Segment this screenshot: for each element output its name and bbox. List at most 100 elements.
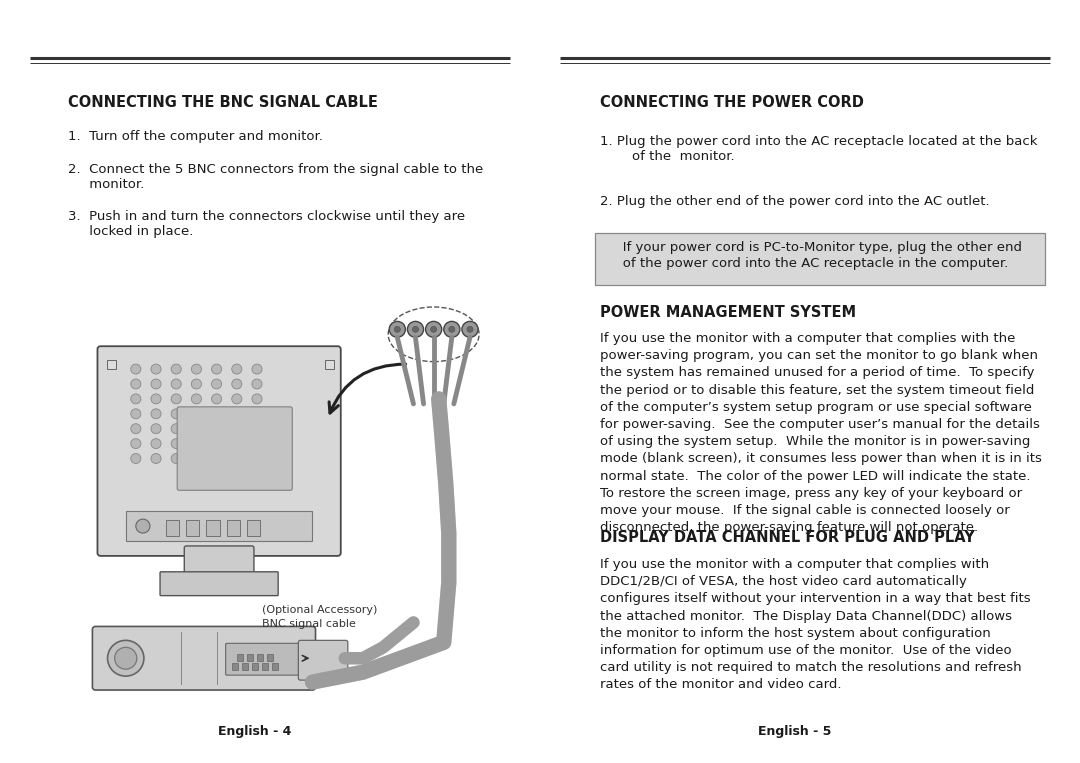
Text: 2. Plug the other end of the power cord into the AC outlet.: 2. Plug the other end of the power cord … [600, 195, 989, 208]
Circle shape [212, 423, 221, 433]
Circle shape [131, 394, 140, 404]
Circle shape [449, 327, 455, 333]
Circle shape [191, 439, 202, 449]
Circle shape [171, 409, 181, 419]
Bar [262, 663, 268, 670]
Text: POWER MANAGEMENT SYSTEM: POWER MANAGEMENT SYSTEM [600, 305, 856, 320]
Circle shape [114, 647, 137, 669]
Circle shape [191, 364, 202, 374]
Circle shape [136, 519, 150, 533]
Circle shape [252, 379, 262, 389]
Circle shape [171, 423, 181, 433]
Circle shape [151, 439, 161, 449]
Circle shape [252, 453, 262, 463]
Text: monitor.: monitor. [68, 178, 145, 191]
Circle shape [252, 439, 262, 449]
FancyBboxPatch shape [226, 643, 303, 675]
Circle shape [407, 321, 423, 337]
Text: 1. Plug the power cord into the AC receptacle located at the back: 1. Plug the power cord into the AC recep… [600, 135, 1038, 148]
Circle shape [131, 439, 140, 449]
Circle shape [191, 394, 202, 404]
FancyBboxPatch shape [97, 346, 341, 556]
Circle shape [232, 439, 242, 449]
FancyBboxPatch shape [93, 626, 315, 690]
Bar [325, 360, 334, 369]
Circle shape [131, 364, 140, 374]
Circle shape [171, 453, 181, 463]
Circle shape [171, 379, 181, 389]
Bar [267, 654, 273, 662]
FancyBboxPatch shape [177, 407, 293, 491]
Circle shape [212, 453, 221, 463]
Bar [257, 654, 264, 662]
Bar [107, 360, 116, 369]
Circle shape [191, 423, 202, 433]
Text: CONNECTING THE POWER CORD: CONNECTING THE POWER CORD [600, 95, 864, 110]
Circle shape [413, 327, 419, 333]
Text: 3.  Push in and turn the connectors clockwise until they are: 3. Push in and turn the connectors clock… [68, 210, 465, 223]
Circle shape [232, 394, 242, 404]
Text: CONNECTING THE BNC SIGNAL CABLE: CONNECTING THE BNC SIGNAL CABLE [68, 95, 378, 110]
Circle shape [212, 364, 221, 374]
Circle shape [212, 394, 221, 404]
Circle shape [467, 327, 473, 333]
Circle shape [171, 394, 181, 404]
Text: locked in place.: locked in place. [68, 225, 193, 238]
Circle shape [232, 453, 242, 463]
Bar [237, 654, 243, 662]
Circle shape [131, 423, 140, 433]
Circle shape [151, 423, 161, 433]
FancyBboxPatch shape [185, 546, 254, 580]
Circle shape [151, 453, 161, 463]
Circle shape [252, 364, 262, 374]
Text: (Optional Accessory): (Optional Accessory) [262, 604, 377, 614]
Circle shape [191, 379, 202, 389]
FancyArrowPatch shape [302, 655, 308, 661]
Circle shape [389, 321, 405, 337]
Bar [187, 520, 200, 536]
Circle shape [151, 379, 161, 389]
FancyBboxPatch shape [160, 571, 279, 596]
Text: If your power cord is PC-to-Monitor type, plug the other end: If your power cord is PC-to-Monitor type… [610, 241, 1022, 254]
Circle shape [212, 409, 221, 419]
Circle shape [444, 321, 460, 337]
Circle shape [171, 364, 181, 374]
FancyArrowPatch shape [329, 364, 406, 413]
Bar [166, 520, 179, 536]
Circle shape [171, 439, 181, 449]
Text: If you use the monitor with a computer that complies with
DDC1/2B/CI of VESA, th: If you use the monitor with a computer t… [600, 558, 1030, 691]
Circle shape [131, 379, 140, 389]
Circle shape [252, 394, 262, 404]
Text: of the power cord into the AC receptacle in the computer.: of the power cord into the AC receptacle… [610, 257, 1009, 270]
Circle shape [191, 409, 202, 419]
Circle shape [232, 409, 242, 419]
Bar [206, 520, 219, 536]
Circle shape [191, 453, 202, 463]
Text: English - 5: English - 5 [758, 725, 832, 738]
Circle shape [232, 423, 242, 433]
Circle shape [252, 409, 262, 419]
Bar [252, 663, 258, 670]
FancyBboxPatch shape [298, 640, 348, 680]
Text: DISPLAY DATA CHANNEL FOR PLUG AND PLAY: DISPLAY DATA CHANNEL FOR PLUG AND PLAY [600, 530, 975, 545]
Circle shape [212, 379, 221, 389]
Circle shape [151, 394, 161, 404]
Bar [247, 654, 253, 662]
Bar [242, 663, 248, 670]
Text: of the  monitor.: of the monitor. [615, 150, 734, 163]
Text: English - 4: English - 4 [218, 725, 292, 738]
Bar [232, 663, 238, 670]
Circle shape [108, 640, 144, 676]
Circle shape [462, 321, 478, 337]
Circle shape [131, 453, 140, 463]
Circle shape [151, 364, 161, 374]
Text: 2.  Connect the 5 BNC connectors from the signal cable to the: 2. Connect the 5 BNC connectors from the… [68, 163, 483, 176]
Circle shape [232, 364, 242, 374]
Circle shape [131, 409, 140, 419]
Bar [272, 663, 279, 670]
Circle shape [151, 409, 161, 419]
Circle shape [426, 321, 442, 337]
Circle shape [232, 379, 242, 389]
Circle shape [252, 423, 262, 433]
Bar [227, 520, 240, 536]
